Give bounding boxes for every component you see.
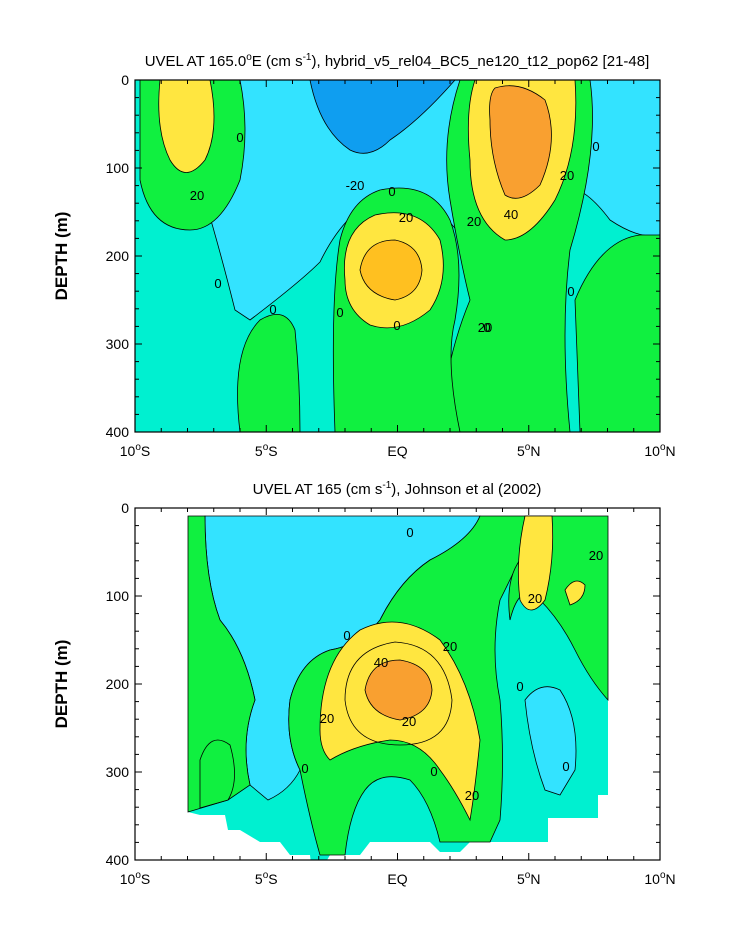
p1-contour-label-0: 0 xyxy=(236,130,243,145)
p1-contour-label-11: 40 xyxy=(504,207,518,222)
p2-contour-label-2: 20 xyxy=(528,591,542,606)
p2-contour-label-12: 20 xyxy=(465,788,479,803)
p2-contour-label-8: 0 xyxy=(516,679,523,694)
p1-ytick-label: 100 xyxy=(106,160,130,176)
p2-pos40-center xyxy=(364,659,433,721)
p1-contour-label-9: 20 xyxy=(467,214,481,229)
p2-contour-label-9: 0 xyxy=(301,761,308,776)
p2-ytick-label: 100 xyxy=(106,588,130,604)
p1-ytick-label: 400 xyxy=(106,424,130,440)
p1-contour-label-2: 0 xyxy=(214,276,221,291)
p2-contour-label-6: 20 xyxy=(320,711,334,726)
p2-ytick-label: 300 xyxy=(106,764,130,780)
p1-contour-label-10: 20 xyxy=(560,168,574,183)
p2-contour-label-10: 0 xyxy=(430,764,437,779)
p2-pos20-center xyxy=(319,621,481,822)
p1-contour-label-5: -20 xyxy=(346,178,365,193)
p2-contour-label-5: 20 xyxy=(443,639,457,654)
p2-pos-left xyxy=(187,515,256,813)
p1-xtick-label: 5oS xyxy=(255,442,278,459)
p1-xtick-label: 10oN xyxy=(644,442,675,459)
p2-xtick-label: 5oN xyxy=(517,870,540,887)
p1-xtick-label: 5oN xyxy=(517,442,540,459)
panel-1-title: UVEL AT 165.0oE (cm s-1), hybrid_v5_rel0… xyxy=(145,52,650,70)
p2-pos30-ring xyxy=(344,641,453,746)
p2-contour-label-0: 0 xyxy=(406,525,413,540)
panel-2-title: UVEL AT 165 (cm s-1), Johnson et al (200… xyxy=(253,480,542,498)
p1-ytick-label: 0 xyxy=(121,72,129,88)
p2-contour-label-1: 20 xyxy=(589,548,603,563)
p1-ytick-label: 200 xyxy=(106,248,130,264)
p1-contour-label-7: 20 xyxy=(399,210,413,225)
p1-contour-label-6: 0 xyxy=(388,184,395,199)
panel-1-ylabel: DEPTH (m) xyxy=(52,212,71,301)
p2-xtick-label: EQ xyxy=(387,871,407,887)
p1-contour-label-15: 0 xyxy=(483,320,490,335)
p2-ytick-label: 0 xyxy=(121,500,129,516)
p2-contour-label-7: 20 xyxy=(402,714,416,729)
p2-contour-label-4: 40 xyxy=(374,655,388,670)
p1-contour-label-12: 20 xyxy=(478,320,492,335)
p1-contour-label-14: 0 xyxy=(567,284,574,299)
panel-2-observed: UVEL AT 165 (cm s-1), Johnson et al (200… xyxy=(52,480,676,887)
p1-contour-label-3: 0 xyxy=(269,302,276,317)
p1-xtick-label: EQ xyxy=(387,443,407,459)
p2-contour-label-3: 0 xyxy=(343,628,350,643)
p1-pos40-right xyxy=(489,85,552,199)
p1-pos-lower xyxy=(237,313,301,432)
p1-pos20-left xyxy=(158,80,215,173)
panel-1-model: UVEL AT 165.0oE (cm s-1), hybrid_v5_rel0… xyxy=(52,52,676,459)
p2-pos-lower xyxy=(199,739,235,809)
p1-contour-labels: 0 20 0 0 0 -20 0 20 0 20 20 40 20 0 0 0 xyxy=(190,130,600,335)
p2-contour-label-11: 0 xyxy=(562,759,569,774)
p1-pos-right-edge xyxy=(574,234,660,432)
p2-xtick-label: 10oN xyxy=(644,870,675,887)
p1-ytick-label: 300 xyxy=(106,336,130,352)
panel-1-contour-field xyxy=(135,80,660,432)
p2-pos20-right xyxy=(517,515,554,611)
p1-neg20-region xyxy=(309,80,456,154)
p2-contour-labels: 0 20 20 0 40 20 20 20 0 0 0 0 20 xyxy=(301,525,603,803)
panel-2-ylabel: DEPTH (m) xyxy=(52,640,71,729)
p2-ytick-label: 400 xyxy=(106,852,130,868)
p1-contour-label-1: 20 xyxy=(190,188,204,203)
p2-pos20-right-small xyxy=(564,580,586,606)
p1-contour-label-8: 0 xyxy=(393,318,400,333)
p2-xtick-label: 10oS xyxy=(120,870,150,887)
p2-ytick-label: 200 xyxy=(106,676,130,692)
p2-xtick-label: 5oS xyxy=(255,870,278,887)
p1-xtick-label: 10oS xyxy=(120,442,150,459)
p2-neg10-right xyxy=(524,686,577,796)
p1-pos30-eq xyxy=(359,239,423,301)
p1-contour-label-4: 0 xyxy=(336,305,343,320)
panel-2-contour-field xyxy=(187,515,609,860)
p1-contour-label-13: 0 xyxy=(592,139,599,154)
